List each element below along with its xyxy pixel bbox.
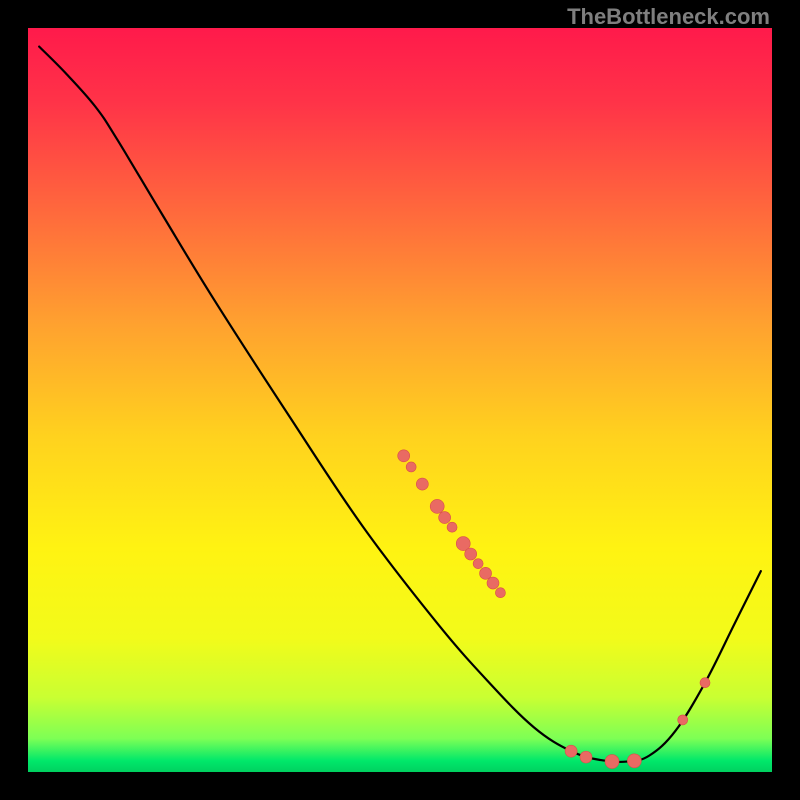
marker-point: [416, 478, 428, 490]
marker-point: [605, 755, 619, 769]
marker-point: [487, 577, 499, 589]
marker-point: [465, 548, 477, 560]
frame-right: [772, 0, 800, 800]
watermark-text: TheBottleneck.com: [567, 4, 770, 30]
marker-point: [406, 462, 416, 472]
marker-point: [678, 715, 688, 725]
frame-bottom: [0, 772, 800, 800]
frame-left: [0, 0, 28, 800]
marker-point: [398, 450, 410, 462]
chart-svg: [28, 28, 772, 772]
marker-point: [495, 588, 505, 598]
marker-point: [430, 499, 444, 513]
marker-point: [439, 512, 451, 524]
plot-area: [28, 28, 772, 772]
marker-point: [580, 751, 592, 763]
marker-point: [480, 567, 492, 579]
marker-point: [447, 522, 457, 532]
marker-point: [473, 559, 483, 569]
marker-point: [565, 745, 577, 757]
bottleneck-curve: [39, 47, 761, 762]
marker-point: [700, 678, 710, 688]
marker-point: [627, 754, 641, 768]
marker-group: [398, 450, 710, 769]
